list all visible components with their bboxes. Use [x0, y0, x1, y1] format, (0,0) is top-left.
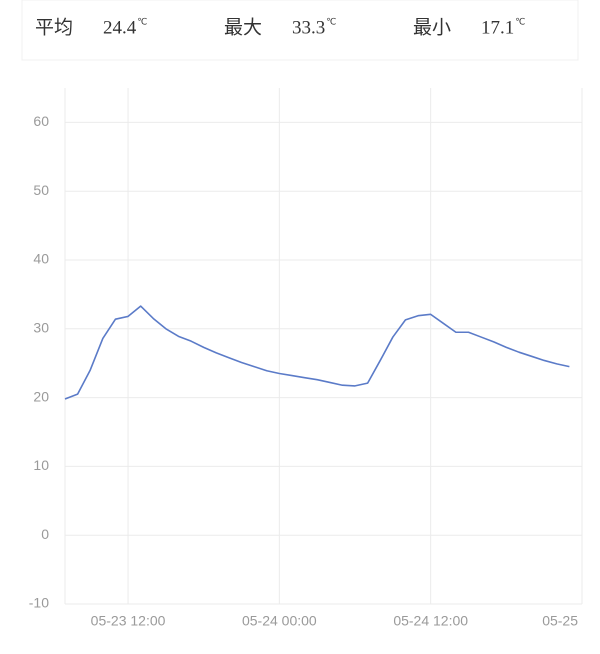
stat-value: 33.3 — [292, 17, 325, 38]
stat-unit: ℃ — [326, 18, 336, 28]
stat-value: 24.4 — [103, 17, 137, 38]
chart: -10 0 10 20 30 40 50 60 05-23 12:00 05-24 00:00 05… — [29, 88, 583, 629]
y-tick-label: 10 — [33, 457, 49, 473]
stats-panel — [21, 0, 579, 61]
y-tick-label: 50 — [33, 182, 49, 198]
stat-unit: ℃ — [515, 18, 525, 28]
x-tick-label: 05-24 12:00 — [393, 613, 468, 629]
temperature-line — [64, 305, 570, 400]
x-tick-label: 05-23 12:00 — [91, 613, 166, 629]
stat-label: 最小 — [413, 16, 451, 38]
y-tick-label: 30 — [33, 320, 49, 336]
y-tick-label: 60 — [33, 113, 49, 129]
y-tick-label: -10 — [29, 595, 49, 611]
y-tick-label: 40 — [33, 251, 49, 267]
x-tick-label: 05-24 00:00 — [242, 613, 317, 629]
stat-label: 最大 — [224, 16, 262, 38]
stat-label: 平均 — [35, 16, 73, 38]
stat-value: 17.1 — [481, 17, 514, 38]
y-tick-label: 20 — [33, 388, 49, 404]
x-tick-label: 05-25 — [542, 613, 578, 629]
stats: 平均 24.4 ℃ 最大 33.3 ℃ 最小 17.1 ℃ — [35, 16, 525, 38]
stat-unit: ℃ — [137, 18, 147, 28]
y-tick-label: 0 — [41, 526, 49, 542]
